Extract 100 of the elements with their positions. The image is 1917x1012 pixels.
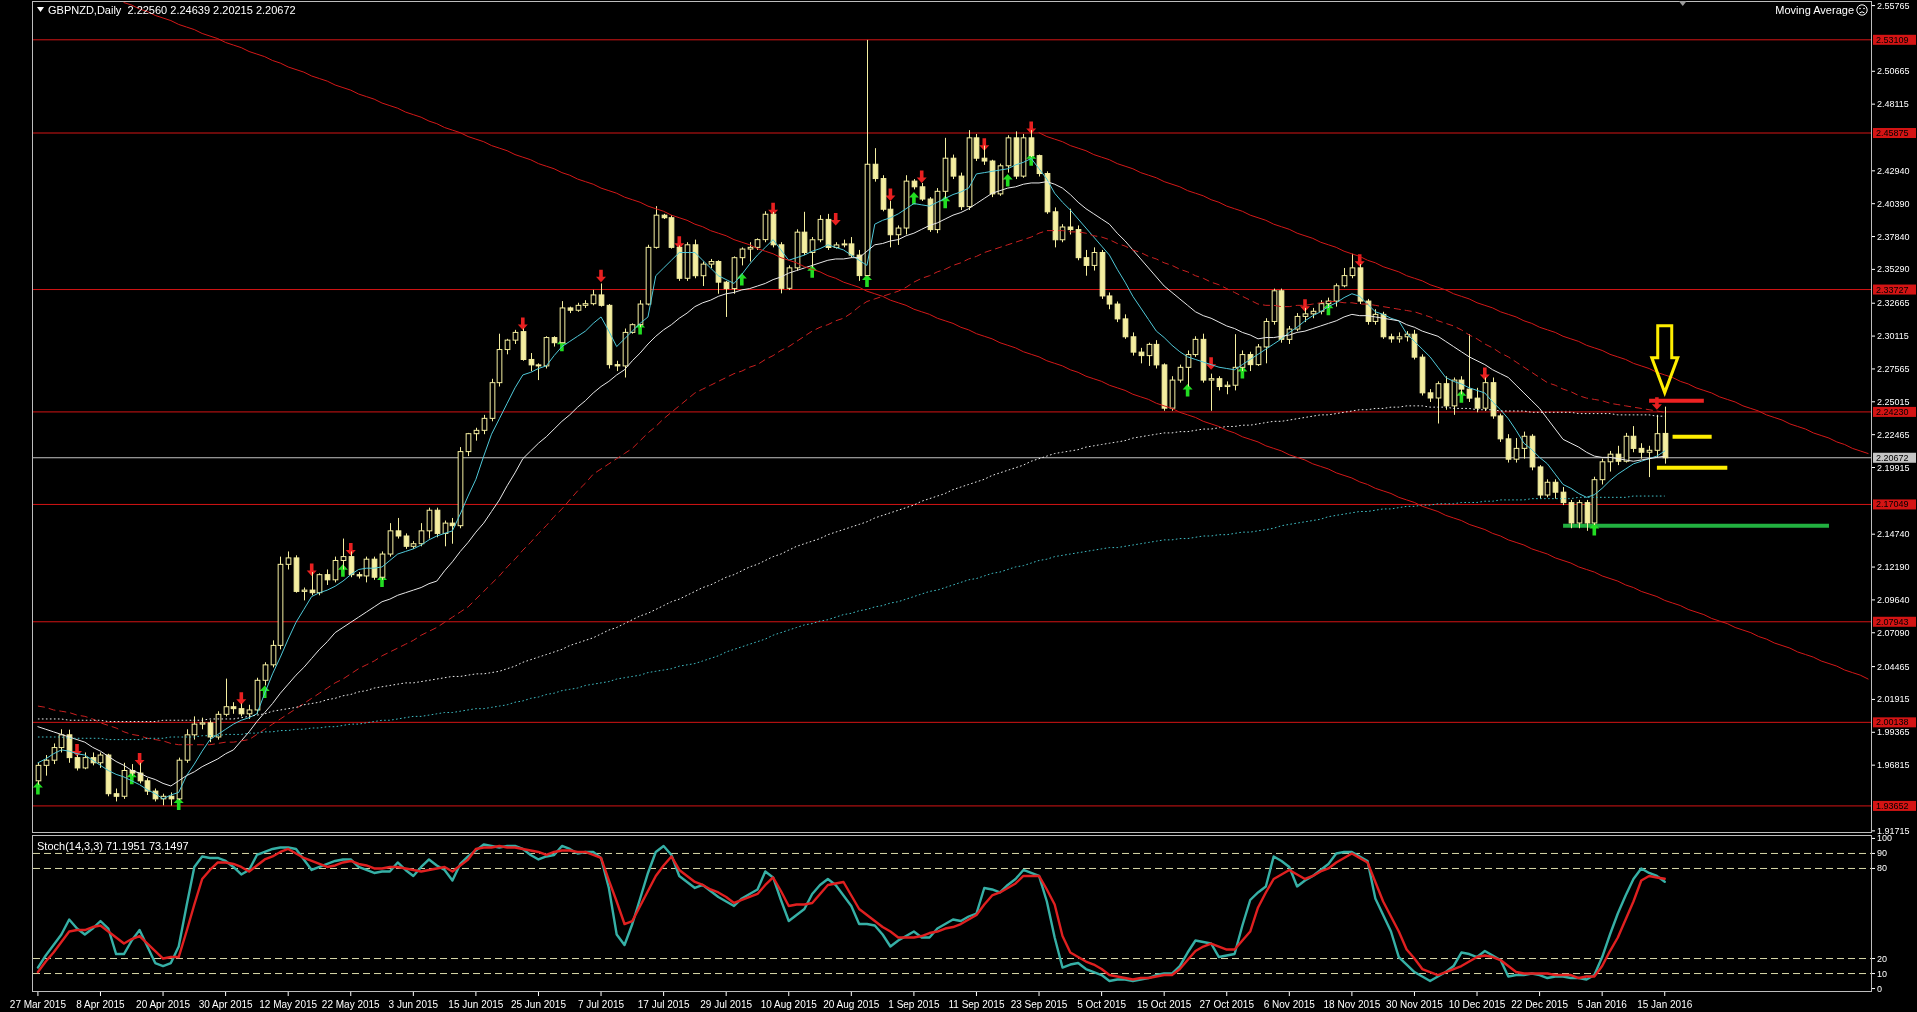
candlestick — [739, 246, 746, 266]
y-tick-label: 2.01915 — [1877, 694, 1910, 705]
candlestick — [449, 517, 456, 545]
candlestick — [1646, 445, 1653, 478]
x-tick-label: 8 Apr 2015 — [76, 998, 126, 1010]
x-tick-label: 22 Dec 2015 — [1511, 998, 1569, 1010]
ref-line-label: 2.33727 — [1876, 284, 1909, 295]
y-tick-label: 1.96815 — [1877, 760, 1910, 771]
point — [345, 542, 356, 556]
y-tick-label: 10 — [1877, 968, 1888, 979]
y-tick-label: 20 — [1877, 953, 1888, 964]
y-tick-label: 2.32665 — [1877, 298, 1910, 309]
candlestick — [1513, 437, 1520, 464]
candlestick — [1544, 478, 1551, 498]
x-tick-label: 27 Oct 2015 — [1199, 998, 1255, 1010]
x-tick-label: 23 Sep 2015 — [1010, 998, 1068, 1010]
candlestick — [700, 261, 707, 287]
y-tick-label: 2.50665 — [1877, 66, 1910, 77]
x-tick-label: 29 Jul 2015 — [700, 998, 753, 1010]
x-tick-label: 15 Jan 2016 — [1637, 998, 1693, 1010]
y-tick-label: 1.99365 — [1877, 727, 1910, 738]
candlestick — [1474, 387, 1481, 413]
y-tick-label: 2.27565 — [1877, 363, 1910, 374]
point — [916, 170, 927, 183]
x-tick-label: 7 Jul 2015 — [577, 998, 625, 1010]
point — [596, 269, 606, 283]
ref-line-label: 2.45875 — [1876, 128, 1909, 139]
x-tick-label: 6 Nov 2015 — [1263, 998, 1316, 1010]
candlestick — [973, 133, 980, 162]
ref-line-label: 2.20672 — [1876, 452, 1909, 463]
x-tick-label: 5 Jan 2016 — [1577, 998, 1628, 1010]
candlestick — [1153, 339, 1160, 369]
x-tick-label: 18 Nov 2015 — [1323, 998, 1381, 1010]
y-tick-label: 2.40390 — [1877, 198, 1910, 209]
candlestick — [1177, 364, 1184, 384]
candlestick — [1584, 499, 1591, 532]
point — [862, 274, 872, 287]
candlestick — [598, 282, 605, 308]
x-tick-label: 30 Nov 2015 — [1386, 998, 1444, 1010]
y-tick-label: 2.25015 — [1877, 396, 1910, 407]
y-tick-label: 2.42940 — [1877, 165, 1910, 176]
x-tick-label: 10 Aug 2015 — [760, 998, 818, 1010]
point — [1589, 523, 1600, 536]
candlestick — [1349, 253, 1356, 279]
annotation: Moving Average — [1775, 4, 1854, 16]
y-tick-label: 80 — [1877, 863, 1888, 874]
candlestick — [747, 241, 754, 263]
text: Stoch(14,3,3) 71.1951 73.1497 — [37, 840, 189, 852]
y-tick-label: 2.30115 — [1877, 331, 1909, 342]
candlestick — [528, 352, 535, 372]
candlestick — [285, 550, 292, 570]
point — [1479, 367, 1490, 381]
point — [306, 563, 317, 576]
candlestick — [1466, 333, 1473, 403]
candlestick — [1083, 249, 1090, 277]
candlestick — [895, 224, 902, 246]
x-tick-label: 15 Oct 2015 — [1136, 998, 1192, 1010]
candlestick — [191, 715, 198, 741]
candlestick — [919, 182, 926, 202]
y-tick-label: 2.07090 — [1877, 627, 1910, 638]
point — [1651, 397, 1662, 410]
y-tick-label: 2.14740 — [1877, 529, 1910, 540]
candlestick — [207, 719, 214, 743]
y-tick-label: 2.04465 — [1877, 661, 1910, 672]
y-tick-label: 2.19915 — [1877, 462, 1910, 473]
point — [236, 692, 247, 705]
candlestick — [1208, 373, 1215, 412]
x-tick-label: 20 Apr 2015 — [136, 998, 191, 1010]
point — [517, 317, 528, 330]
candlestick — [1091, 246, 1098, 272]
candlestick — [223, 678, 230, 717]
y-tick-label: 2.55765 — [1877, 0, 1910, 11]
x-tick-label: 15 Jun 2015 — [448, 998, 504, 1010]
y-tick-label: 2.37840 — [1877, 231, 1910, 242]
y-tick-label: 2.22465 — [1877, 429, 1910, 440]
candlestick — [1552, 478, 1559, 500]
x-tick-label: 30 Apr 2015 — [198, 998, 254, 1010]
x-tick-label: 17 Jul 2015 — [637, 998, 690, 1010]
x-tick-label: 25 Jun 2015 — [510, 998, 567, 1010]
y-tick-label: 2.35290 — [1877, 264, 1910, 275]
candlestick — [1067, 208, 1074, 235]
point — [32, 782, 43, 795]
point — [1300, 299, 1310, 312]
candlestick — [262, 661, 269, 686]
candlestick — [1568, 499, 1575, 529]
candlestick — [1114, 300, 1121, 323]
x-tick-label: 12 May 2015 — [259, 998, 318, 1010]
x-tick-label: 20 Aug 2015 — [823, 998, 880, 1010]
y-tick-label: 2.09640 — [1877, 594, 1910, 605]
x-tick-label: 1 Sep 2015 — [888, 998, 940, 1010]
y-tick-label: 2.48115 — [1877, 99, 1909, 110]
point — [768, 202, 779, 216]
point — [1002, 173, 1013, 187]
x-tick-label: 5 Oct 2015 — [1077, 998, 1127, 1010]
x-tick-label: 3 Jun 2015 — [388, 998, 439, 1010]
candlestick — [1443, 375, 1450, 411]
candlestick — [1435, 380, 1442, 425]
point — [830, 213, 841, 226]
y-tick-label: 90 — [1877, 848, 1888, 859]
x-tick-label: 22 May 2015 — [321, 998, 381, 1010]
